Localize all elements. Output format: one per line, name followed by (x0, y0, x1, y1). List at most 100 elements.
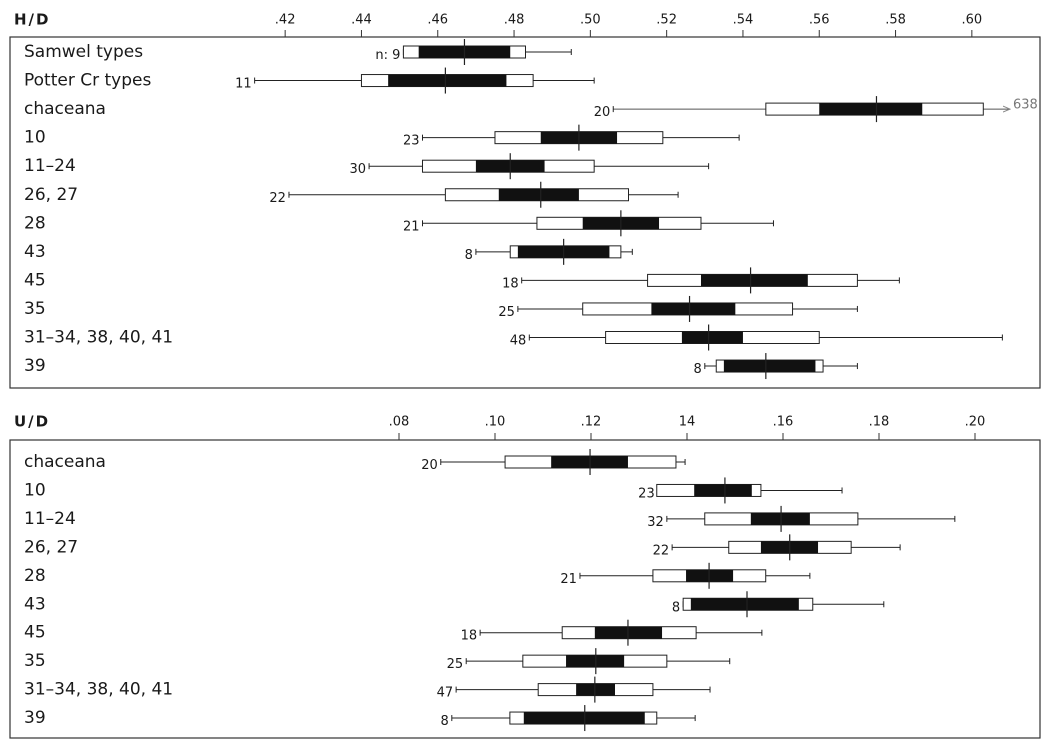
x-tick-label: .16 (773, 415, 794, 430)
n-label: 48 (510, 333, 527, 348)
x-tick-label: .08 (389, 415, 410, 430)
n-value: 18 (461, 628, 478, 643)
n-value: 8 (694, 362, 702, 377)
n-value: 21 (560, 571, 577, 586)
x-tick-label: .50 (580, 13, 601, 28)
n-value: 21 (403, 219, 420, 234)
n-value: 47 (437, 685, 454, 700)
n-label: 21 (560, 571, 577, 586)
row-label: 28 (24, 566, 46, 586)
n-label: 11 (235, 76, 252, 91)
n-label: 22 (653, 543, 670, 558)
n-label: 8 (672, 600, 680, 615)
row-label: 31–34, 38, 40, 41 (24, 328, 173, 348)
n-value: 8 (672, 600, 680, 615)
n-label: 8 (694, 362, 702, 377)
n-value: 8 (441, 714, 449, 729)
row-label: 26, 27 (24, 537, 78, 557)
n-label: 32 (647, 514, 664, 529)
max-label: 638 (1013, 98, 1038, 113)
se-box (700, 274, 808, 287)
x-tick-label: .52 (656, 13, 677, 28)
row-label: 10 (24, 128, 46, 148)
x-tick-label: .56 (809, 13, 830, 28)
n-value: 11 (235, 76, 252, 91)
se-box (819, 103, 923, 116)
row-label: chaceana (24, 452, 106, 472)
n-label: 18 (461, 628, 478, 643)
row-label: 45 (24, 623, 46, 643)
n-value: 23 (638, 486, 655, 501)
n-value: 18 (502, 276, 519, 291)
x-tick-label: .10 (485, 415, 506, 430)
n-value: 25 (447, 657, 464, 672)
n-label: 23 (638, 486, 655, 501)
x-tick-label: .58 (885, 13, 906, 28)
n-value: 8 (465, 247, 473, 262)
row-label: 45 (24, 270, 46, 290)
n-label: 8 (441, 714, 449, 729)
se-box (723, 360, 816, 373)
n-label: 23 (403, 133, 420, 148)
n-label: 25 (498, 304, 515, 319)
x-tick-label: .18 (869, 415, 890, 430)
se-box (576, 683, 615, 696)
n-label: 47 (437, 685, 454, 700)
row-label: chaceana (24, 99, 106, 119)
se-box (388, 74, 507, 87)
n-value: 23 (403, 133, 420, 148)
n-value: 20 (421, 458, 438, 473)
row-label: 43 (24, 242, 46, 262)
axis-title: H/D (14, 11, 50, 29)
x-tick-label: .44 (351, 13, 372, 28)
n-label: n: 9 (375, 48, 400, 63)
n-label: 22 (269, 190, 286, 205)
row-label: Samwel types (24, 42, 143, 62)
n-label: 20 (421, 458, 438, 473)
se-box (498, 188, 579, 201)
n-prefix: n: (375, 48, 388, 63)
row-label: 31–34, 38, 40, 41 (24, 680, 173, 700)
x-tick-label: .42 (275, 13, 296, 28)
se-box (690, 598, 799, 611)
n-value: 32 (647, 514, 664, 529)
row-label: 35 (24, 299, 46, 319)
x-tick-label: 14 (679, 415, 696, 430)
row-label: 39 (24, 356, 46, 376)
se-box (566, 655, 625, 668)
row-label: 39 (24, 708, 46, 728)
n-label: 20 (594, 105, 611, 120)
se-box (681, 331, 743, 344)
row-label: 11–24 (24, 509, 76, 529)
se-box (694, 484, 752, 497)
row-label: 26, 27 (24, 185, 78, 205)
x-tick-label: .54 (733, 13, 754, 28)
n-value: 48 (510, 333, 527, 348)
x-tick-label: .12 (581, 415, 602, 430)
x-tick-label: .60 (962, 13, 983, 28)
axis-title: U/D (14, 413, 50, 431)
n-label: 25 (447, 657, 464, 672)
row-label: 11–24 (24, 156, 76, 176)
x-tick-label: .20 (965, 415, 986, 430)
n-value: 22 (269, 190, 286, 205)
n-label: 8 (465, 247, 473, 262)
row-label: 43 (24, 594, 46, 614)
n-label: 21 (403, 219, 420, 234)
x-tick-label: .48 (504, 13, 525, 28)
n-value: 30 (350, 162, 367, 177)
n-value: 9 (392, 48, 400, 63)
row-label: 28 (24, 213, 46, 233)
panel-frame (9, 439, 1041, 739)
row-label: 10 (24, 480, 46, 500)
n-label: 30 (350, 162, 367, 177)
n-label: 18 (502, 276, 519, 291)
n-value: 25 (498, 304, 515, 319)
x-tick-label: .46 (427, 13, 448, 28)
n-value: 22 (653, 543, 670, 558)
row-label: Potter Cr types (24, 71, 151, 91)
se-box (750, 512, 810, 525)
panel-frame (9, 36, 1041, 389)
row-label: 35 (24, 651, 46, 671)
